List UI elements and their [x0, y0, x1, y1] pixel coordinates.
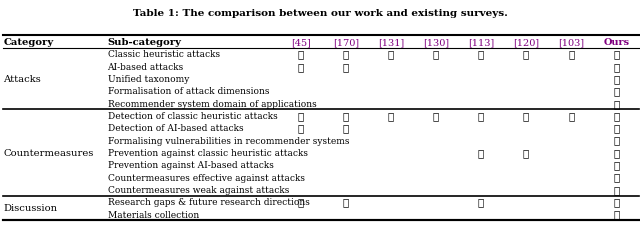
Text: ✓: ✓: [478, 111, 484, 121]
Text: ✓: ✓: [343, 62, 349, 72]
Text: ✓: ✓: [613, 148, 620, 157]
Text: ✓: ✓: [433, 50, 439, 59]
Text: ✓: ✓: [613, 111, 620, 121]
Text: Countermeasures effective against attacks: Countermeasures effective against attack…: [108, 173, 305, 182]
Text: Category: Category: [3, 38, 53, 47]
Text: [45]: [45]: [291, 38, 311, 47]
Text: Prevention against AI-based attacks: Prevention against AI-based attacks: [108, 160, 273, 170]
Text: Materials collection: Materials collection: [108, 210, 199, 219]
Text: ✓: ✓: [298, 124, 304, 133]
Text: ✓: ✓: [613, 50, 620, 59]
Text: ✓: ✓: [613, 197, 620, 206]
Text: ✓: ✓: [433, 111, 439, 121]
Text: ✓: ✓: [478, 197, 484, 206]
Text: ✓: ✓: [298, 111, 304, 121]
Text: ✓: ✓: [568, 50, 574, 59]
Text: [113]: [113]: [468, 38, 494, 47]
Text: Detection of AI-based attacks: Detection of AI-based attacks: [108, 124, 243, 133]
Text: ✓: ✓: [523, 111, 529, 121]
Text: ✓: ✓: [343, 197, 349, 206]
Text: Discussion: Discussion: [3, 203, 58, 212]
Text: Research gaps & future research directions: Research gaps & future research directio…: [108, 197, 309, 206]
Text: Classic heuristic attacks: Classic heuristic attacks: [108, 50, 220, 59]
Text: ✓: ✓: [478, 148, 484, 157]
Text: ✓: ✓: [298, 197, 304, 206]
Text: Countermeasures: Countermeasures: [3, 148, 93, 157]
Text: Table 1: The comparison between our work and existing surveys.: Table 1: The comparison between our work…: [132, 9, 508, 18]
Text: Unified taxonomy: Unified taxonomy: [108, 75, 189, 84]
Text: ✓: ✓: [613, 87, 620, 96]
Text: Formalising vulnerabilities in recommender systems: Formalising vulnerabilities in recommend…: [108, 136, 349, 145]
Text: [130]: [130]: [423, 38, 449, 47]
Text: ✓: ✓: [523, 148, 529, 157]
Text: ✓: ✓: [613, 62, 620, 72]
Text: Sub-category: Sub-category: [108, 38, 181, 47]
Text: Prevention against classic heuristic attacks: Prevention against classic heuristic att…: [108, 148, 307, 157]
Text: Formalisation of attack dimensions: Formalisation of attack dimensions: [108, 87, 269, 96]
Text: ✓: ✓: [613, 160, 620, 170]
Text: ✓: ✓: [343, 50, 349, 59]
Text: Detection of classic heuristic attacks: Detection of classic heuristic attacks: [108, 111, 277, 121]
Text: [131]: [131]: [378, 38, 404, 47]
Text: Ours: Ours: [603, 38, 629, 47]
Text: ✓: ✓: [568, 111, 574, 121]
Text: ✓: ✓: [613, 173, 620, 182]
Text: AI-based attacks: AI-based attacks: [108, 62, 184, 72]
Text: ✓: ✓: [613, 75, 620, 84]
Text: ✓: ✓: [343, 124, 349, 133]
Text: [170]: [170]: [333, 38, 359, 47]
Text: ✓: ✓: [298, 50, 304, 59]
Text: ✓: ✓: [388, 111, 394, 121]
Text: Attacks: Attacks: [3, 75, 41, 84]
Text: ✓: ✓: [613, 99, 620, 108]
Text: ✓: ✓: [613, 124, 620, 133]
Text: ✓: ✓: [298, 62, 304, 72]
Text: [103]: [103]: [558, 38, 584, 47]
Text: Countermeasures weak against attacks: Countermeasures weak against attacks: [108, 185, 289, 194]
Text: ✓: ✓: [523, 50, 529, 59]
Text: ✓: ✓: [613, 185, 620, 194]
Text: ✓: ✓: [613, 136, 620, 145]
Text: ✓: ✓: [478, 50, 484, 59]
Text: ✓: ✓: [388, 50, 394, 59]
Text: ✓: ✓: [343, 111, 349, 121]
Text: [120]: [120]: [513, 38, 539, 47]
Text: ✓: ✓: [613, 210, 620, 219]
Text: Recommender system domain of applications: Recommender system domain of application…: [108, 99, 316, 108]
